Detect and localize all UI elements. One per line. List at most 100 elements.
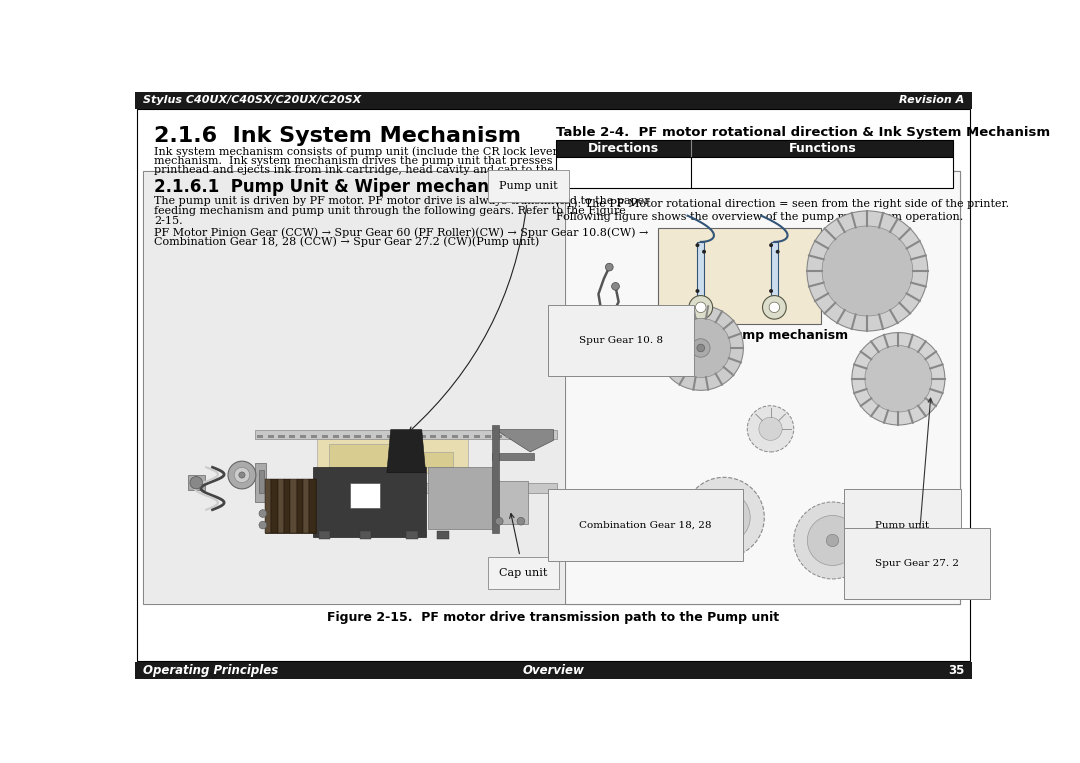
Text: Directions: Directions (589, 142, 659, 155)
Bar (311, 435, 318, 438)
Bar (451, 435, 458, 438)
Bar (494, 481, 528, 523)
Bar (313, 467, 426, 536)
Bar (463, 435, 469, 438)
Bar (410, 452, 453, 467)
Circle shape (698, 491, 751, 543)
Bar (343, 435, 350, 438)
Circle shape (228, 461, 256, 489)
Text: Pump unit: Pump unit (409, 182, 558, 432)
Circle shape (697, 344, 704, 352)
Text: Revision A: Revision A (899, 95, 964, 105)
Text: •   Absorbs ink by the pump unit: • Absorbs ink by the pump unit (698, 165, 882, 175)
Text: printhead and ejects ink from ink cartridge, head cavity and cap to the waste in: printhead and ejects ink from ink cartri… (154, 166, 639, 175)
Bar (491, 453, 535, 459)
Polygon shape (387, 430, 426, 473)
Bar (279, 435, 284, 438)
Bar (257, 435, 262, 438)
Circle shape (696, 289, 700, 293)
Bar (474, 435, 480, 438)
Bar (354, 435, 361, 438)
Bar (255, 463, 266, 502)
Bar (259, 470, 264, 493)
Circle shape (759, 417, 782, 440)
Text: feeding mechanism and pump unit through the following gears. Refer to the Figure: feeding mechanism and pump unit through … (154, 206, 626, 216)
Bar (441, 435, 447, 438)
Bar (430, 435, 436, 438)
Text: Table 2-4.  PF motor rotational direction & Ink System Mechanism: Table 2-4. PF motor rotational direction… (556, 126, 1050, 139)
Circle shape (769, 302, 780, 313)
Bar (289, 435, 296, 438)
Text: The pump unit is driven by PF motor. PF motor drive is always transmitted to the: The pump unit is driven by PF motor. PF … (154, 196, 650, 206)
Bar (300, 435, 307, 438)
Bar (266, 479, 271, 533)
Circle shape (794, 502, 872, 579)
Bar (507, 435, 512, 438)
Bar (565, 171, 960, 604)
Text: Pump unit: Pump unit (863, 520, 929, 539)
Circle shape (762, 295, 786, 319)
Bar (319, 531, 330, 539)
Bar (135, 92, 972, 108)
Bar (376, 435, 382, 438)
Circle shape (496, 517, 503, 525)
Circle shape (696, 302, 706, 313)
Circle shape (658, 306, 743, 391)
Bar (144, 172, 565, 603)
Circle shape (775, 250, 780, 253)
Text: Counterclockwise (*1): Counterclockwise (*1) (562, 167, 688, 178)
Polygon shape (496, 430, 554, 452)
Circle shape (808, 516, 858, 565)
Bar (255, 430, 557, 439)
Text: Functions: Functions (788, 142, 856, 155)
Bar (309, 479, 315, 533)
Bar (303, 479, 309, 533)
Circle shape (239, 472, 245, 478)
Circle shape (606, 263, 613, 271)
Bar (318, 434, 469, 473)
Bar (135, 662, 972, 679)
Text: Ink system mechanism consists of pump unit (include the CR lock lever) and cappi: Ink system mechanism consists of pump un… (154, 146, 635, 156)
Text: mechanism.  Ink system mechanism drives the pump unit that presses cap to the: mechanism. Ink system mechanism drives t… (154, 156, 612, 166)
Circle shape (689, 295, 713, 319)
Text: Following figure shows the overview of the pump mechanism operation.: Following figure shows the overview of t… (556, 212, 963, 223)
Bar (360, 531, 372, 539)
Text: Operating Principles: Operating Principles (143, 664, 278, 677)
Circle shape (769, 289, 773, 293)
Circle shape (190, 477, 202, 489)
Text: PF Motor Pinion Gear (CCW) → Spur Gear 60 (PF Roller)(CW) → Spur Gear 10.8(CW) →: PF Motor Pinion Gear (CCW) → Spur Gear 6… (154, 227, 649, 237)
Text: Figure 2-14.  Pump mechanism: Figure 2-14. Pump mechanism (631, 329, 849, 342)
Bar (485, 435, 490, 438)
Circle shape (259, 510, 267, 517)
Text: 2.1.6.1  Pump Unit & Wiper mechanism: 2.1.6.1 Pump Unit & Wiper mechanism (154, 178, 523, 196)
Text: Figure 2-15.  PF motor drive transmission path to the Pump unit: Figure 2-15. PF motor drive transmission… (327, 611, 780, 624)
Bar (556, 140, 954, 157)
Bar (322, 435, 328, 438)
Bar (419, 435, 426, 438)
Bar (271, 479, 278, 533)
Circle shape (702, 250, 706, 253)
Bar (437, 531, 449, 539)
Bar (188, 475, 205, 491)
Circle shape (807, 211, 928, 331)
Bar (284, 479, 291, 533)
Text: Overview: Overview (523, 664, 584, 677)
Text: Combination Gear 18, 28: Combination Gear 18, 28 (579, 517, 712, 530)
Text: Spur Gear 27. 2: Spur Gear 27. 2 (875, 398, 959, 568)
Bar (365, 435, 372, 438)
Circle shape (769, 243, 773, 247)
Bar (496, 435, 501, 438)
Bar (297, 479, 303, 533)
Bar (406, 531, 418, 539)
Bar (556, 157, 954, 188)
Bar (291, 479, 297, 533)
Text: 2-15.: 2-15. (154, 215, 183, 226)
Circle shape (747, 406, 794, 452)
Circle shape (822, 226, 913, 316)
Bar (517, 435, 524, 438)
Bar (428, 467, 494, 529)
Bar (491, 425, 499, 533)
Text: Combination Gear 18, 28 (CCW) → Spur Gear 27.2 (CW)(Pump unit): Combination Gear 18, 28 (CCW) → Spur Gea… (154, 237, 540, 247)
Bar (350, 484, 380, 508)
Bar (328, 444, 391, 467)
